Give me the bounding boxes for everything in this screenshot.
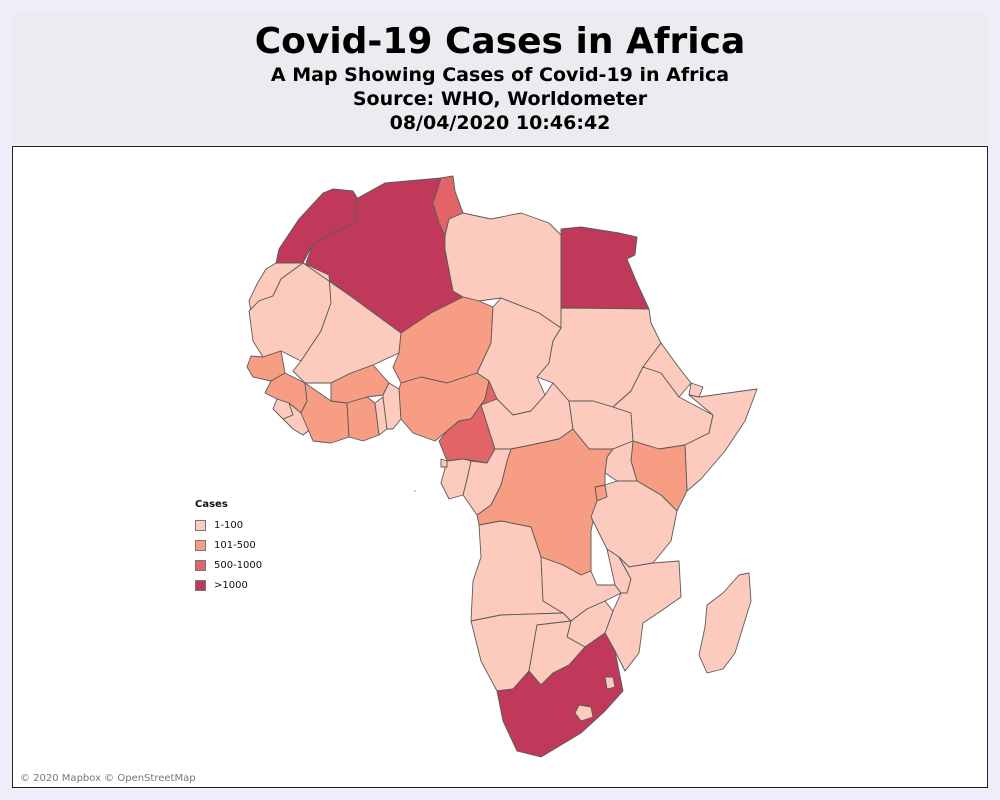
legend-item[interactable]: 1-100 <box>195 515 262 535</box>
country-madagascar[interactable] <box>698 572 752 674</box>
africa-map[interactable] <box>13 147 987 787</box>
country-benin[interactable] <box>382 382 402 430</box>
map-attribution: © 2020 Mapbox © OpenStreetMap <box>20 773 196 784</box>
country-egypt[interactable] <box>560 226 650 310</box>
legend-label: 500-1000 <box>214 559 263 571</box>
legend-label: 101-500 <box>214 539 256 551</box>
map-header: Covid-19 Cases in Africa A Map Showing C… <box>12 12 988 144</box>
legend-title: Cases <box>195 499 228 510</box>
country-lesotho[interactable] <box>574 704 594 722</box>
timestamp: 08/04/2020 10:46:42 <box>389 112 611 134</box>
country-mozambique[interactable] <box>604 556 682 672</box>
country-eswatini[interactable] <box>604 676 616 690</box>
page-title: Covid-19 Cases in Africa <box>254 21 746 62</box>
country-somalia[interactable] <box>684 388 758 492</box>
island-dot <box>414 490 416 492</box>
country-south-africa[interactable] <box>496 632 624 758</box>
legend-swatch <box>195 579 206 591</box>
legend-item[interactable]: >1000 <box>195 575 262 595</box>
map-canvas[interactable]: Cases 1-100 101-500 500-1000 >1000 © 2020 M… <box>12 146 988 788</box>
legend-item[interactable]: 101-500 <box>195 535 262 555</box>
legend-label: 1-100 <box>214 519 244 531</box>
source-line: Source: WHO, Worldometer <box>352 88 648 110</box>
country-morocco[interactable] <box>275 188 360 264</box>
map-subtitle: A Map Showing Cases of Covid-19 in Afric… <box>270 64 730 86</box>
legend-item[interactable]: 500-1000 <box>195 555 262 575</box>
legend-swatch <box>195 539 206 551</box>
country-equatorial-guinea[interactable] <box>440 458 448 468</box>
country-gabon[interactable] <box>440 458 472 500</box>
country-djibouti[interactable] <box>688 382 704 398</box>
map-legend: Cases 1-100 101-500 500-1000 >1000 <box>195 499 262 595</box>
legend-swatch <box>195 559 206 571</box>
legend-swatch <box>195 519 206 531</box>
legend-label: >1000 <box>214 579 248 591</box>
country-ghana[interactable] <box>346 396 380 442</box>
